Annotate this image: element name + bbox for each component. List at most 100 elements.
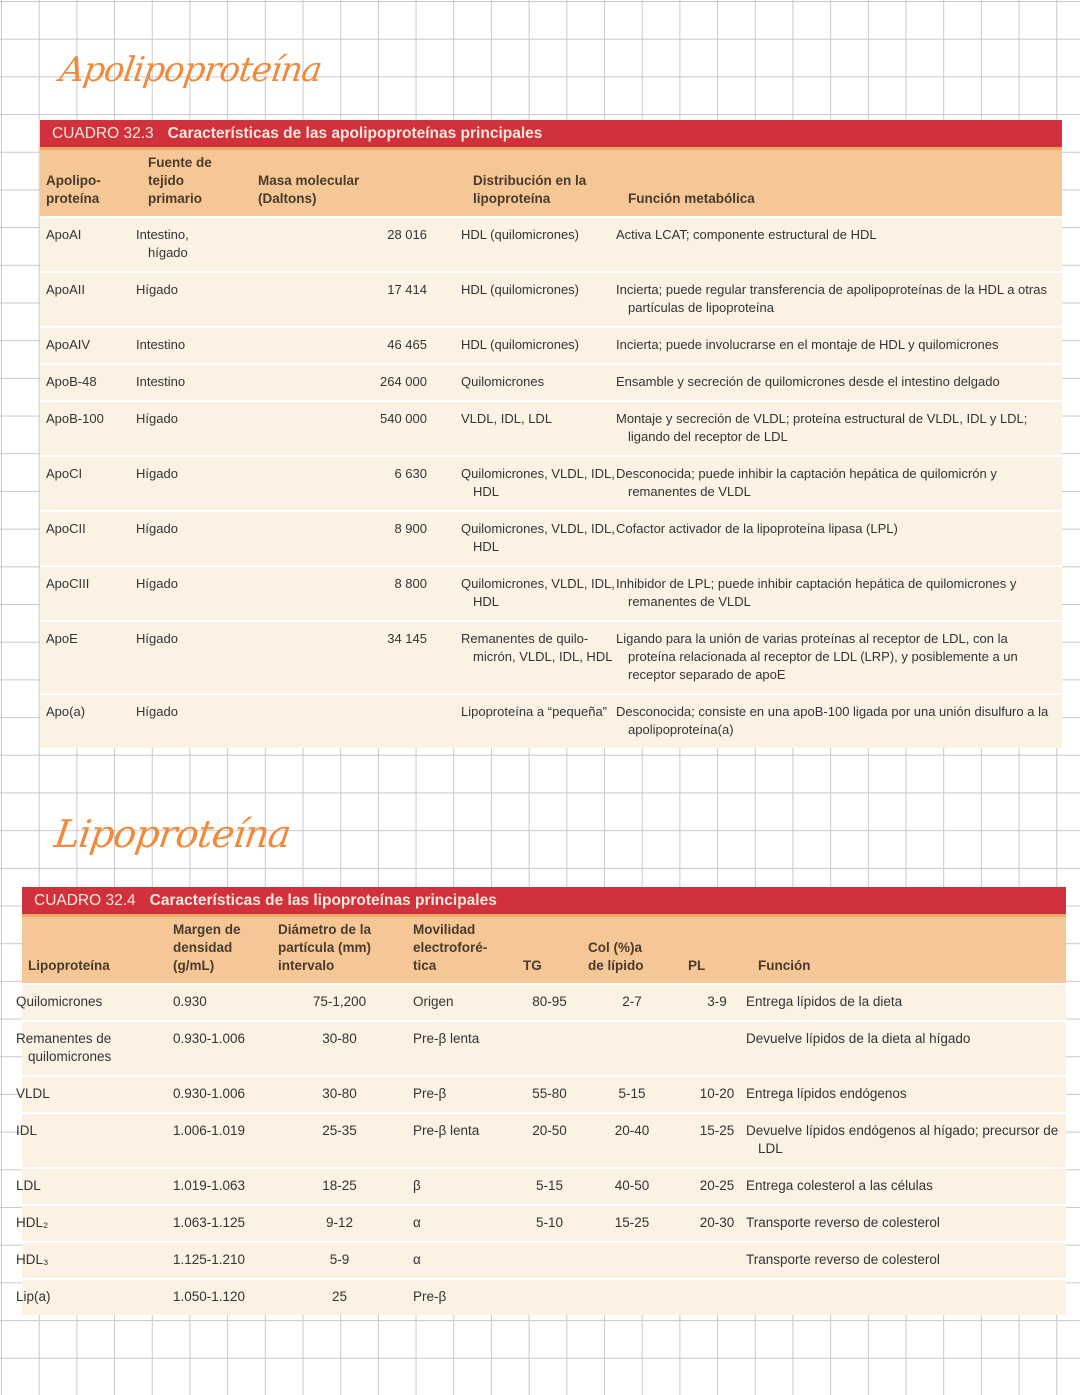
table-cell: 8 900 <box>252 510 467 566</box>
table-cell: β <box>407 1167 517 1205</box>
table-row: Apo(a) Hígado Lipoproteína a “pequeña” Desc… <box>40 693 1062 748</box>
table-cell: 20-30 <box>682 1204 752 1242</box>
table-cell: Quilomicrones <box>16 983 167 1021</box>
table-cell: Apo(a) <box>40 693 142 748</box>
table-row: LDL 1.019-1.063 18-25 β 5-15 40-50 20-25 Entreg… <box>16 1167 1066 1205</box>
column-header: Movilidad electroforé- tica <box>407 917 517 984</box>
table-cell: Incierta; puede involucrarse en el monta… <box>616 326 1062 364</box>
table-cell: 1.063-1.125 <box>167 1204 272 1242</box>
table-cell: 10-20 <box>682 1075 752 1113</box>
table-cell <box>582 1020 682 1076</box>
table-cell: Entrega lípidos de la dieta <box>746 983 1066 1021</box>
table-cell: Entrega lípidos endógenos <box>746 1075 1066 1113</box>
table-cell: 1.125-1.210 <box>167 1241 272 1279</box>
table-cell: 17 414 <box>252 271 467 327</box>
table-cell: 20-25 <box>682 1167 752 1205</box>
table-cell <box>682 1278 752 1315</box>
table-cell: 2-7 <box>582 983 682 1021</box>
table-cell <box>682 1241 752 1279</box>
table-cell: ApoB-100 <box>40 400 142 456</box>
table-cell: Pre-β lenta <box>407 1112 517 1168</box>
table-cell: 15-25 <box>582 1204 682 1242</box>
column-header: Masa molecular (Daltons) <box>252 150 467 217</box>
table-cell: Ensamble y secreción de quilomicrones de… <box>616 363 1062 401</box>
table-cell: 0.930-1.006 <box>167 1075 272 1113</box>
table-cell: Remanentes de quilo-micrón, VLDL, IDL, H… <box>461 620 622 694</box>
table-cell: 1.050-1.120 <box>167 1278 272 1315</box>
table-cell: HDL₂ <box>16 1204 167 1242</box>
table-row: ApoAI Intestino, hígado 28 016 HDL (quilomi… <box>40 216 1062 272</box>
table-cell: 25-35 <box>272 1112 407 1168</box>
table-cell: Transporte reverso de colesterol <box>746 1204 1066 1242</box>
table-cell: ApoCI <box>40 455 142 511</box>
table-cell: 0.930 <box>167 983 272 1021</box>
table-cell: Remanentes de quilomicrones <box>16 1020 167 1076</box>
table-row: HDL₃ 1.125-1.210 5-9 α Transporte reverso de… <box>16 1241 1066 1279</box>
table-cell: 34 145 <box>252 620 467 694</box>
column-header: Diámetro de la partícula (mm) intervalo <box>272 917 407 984</box>
table-cell <box>517 1278 582 1315</box>
table-cell: 1.019-1.063 <box>167 1167 272 1205</box>
table-cell <box>252 693 467 748</box>
table-cell: 540 000 <box>252 400 467 456</box>
table-cell <box>517 1020 582 1076</box>
column-header: PL <box>682 917 752 984</box>
table-cell: Pre-β <box>407 1278 517 1315</box>
handwritten-heading-lipoproteina: Lipoproteína <box>51 812 294 856</box>
table-cell: Hígado <box>136 693 252 748</box>
table-cell: Intestino, hígado <box>136 216 252 272</box>
table-cell: Pre-β lenta <box>407 1020 517 1076</box>
column-header: Fuente de tejido primario <box>142 150 252 217</box>
table-cell: VLDL, IDL, LDL <box>461 400 622 456</box>
column-header: Apolipo- proteína <box>40 150 142 217</box>
table-row: ApoCIII Hígado 8 800 Quilomicrones, VLDL, I… <box>40 565 1062 621</box>
table-cell: 5-15 <box>517 1167 582 1205</box>
table-cell <box>752 1278 1066 1315</box>
apolipoprotein-table: CUADRO 32.3 Características de las apolip… <box>40 120 1062 748</box>
table-cell: Montaje y secreción de VLDL; proteína es… <box>616 400 1062 456</box>
column-header: Función <box>752 917 1066 984</box>
table-row: ApoB-48 Intestino 264 000 Quilomicrones Ensa… <box>40 363 1062 401</box>
column-header: Col (%)a de lípido <box>582 917 682 984</box>
table-cell: Lip(a) <box>16 1278 167 1315</box>
table-row: HDL₂ 1.063-1.125 9-12 α 5-10 15-25 20-30 Transp… <box>16 1204 1066 1242</box>
table-cell: Incierta; puede regular transferencia de… <box>616 271 1062 327</box>
table-row: ApoCI Hígado 6 630 Quilomicrones, VLDL, IDL… <box>40 455 1062 511</box>
table-cell: Cofactor activador de la lipoproteína li… <box>616 510 1062 566</box>
table-cell: ApoB-48 <box>40 363 142 401</box>
table-row: ApoB-100 Hígado 540 000 VLDL, IDL, LDL Monta… <box>40 400 1062 456</box>
table-cell <box>682 1020 752 1076</box>
table-cell: Hígado <box>136 565 252 621</box>
column-header: TG <box>517 917 582 984</box>
table-row: Lip(a) 1.050-1.120 25 Pre-β <box>16 1278 1066 1315</box>
table-cell: Quilomicrones, VLDL, IDL, HDL <box>461 455 622 511</box>
table-cell <box>517 1241 582 1279</box>
table-cell: Devuelve lípidos de la dieta al hígado <box>746 1020 1066 1076</box>
table-row: VLDL 0.930-1.006 30-80 Pre-β 55-80 5-15 10-20 E… <box>16 1075 1066 1113</box>
table-caption: CUADRO 32.3 Características de las apolip… <box>40 120 1062 150</box>
table-cell: Hígado <box>136 271 252 327</box>
table-cell: Intestino <box>136 363 252 401</box>
table-row: ApoCII Hígado 8 900 Quilomicrones, VLDL, ID… <box>40 510 1062 566</box>
table-cell: Hígado <box>136 510 252 566</box>
table-cell: Desconocida; consiste en una apoB-100 li… <box>616 693 1062 748</box>
table-caption: CUADRO 32.4 Características de las lipopr… <box>22 887 1066 917</box>
table-row: IDL 1.006-1.019 25-35 Pre-β lenta 20-50 20-40… <box>16 1112 1066 1168</box>
table-row: ApoAIV Intestino 46 465 HDL (quilomicrones)… <box>40 326 1062 364</box>
table-cell: 5-15 <box>582 1075 682 1113</box>
table-cell: HDL (quilomicrones) <box>461 216 622 272</box>
table-cell: 55-80 <box>517 1075 582 1113</box>
table-row: ApoE Hígado 34 145 Remanentes de quilo-micr… <box>40 620 1062 694</box>
table-cell: 0.930-1.006 <box>167 1020 272 1076</box>
table-cell: 264 000 <box>252 363 467 401</box>
table-title: Características de las apolipoproteínas … <box>167 125 543 142</box>
column-header: Función metabólica <box>622 150 1062 217</box>
table-cell: α <box>407 1241 517 1279</box>
table-cell: HDL (quilomicrones) <box>461 326 622 364</box>
table-cell: 8 800 <box>252 565 467 621</box>
table-cell: 40-50 <box>582 1167 682 1205</box>
table-cell: 30-80 <box>272 1020 407 1076</box>
table-cell: VLDL <box>16 1075 167 1113</box>
table-cell: 18-25 <box>272 1167 407 1205</box>
table-cell: 80-95 <box>517 983 582 1021</box>
